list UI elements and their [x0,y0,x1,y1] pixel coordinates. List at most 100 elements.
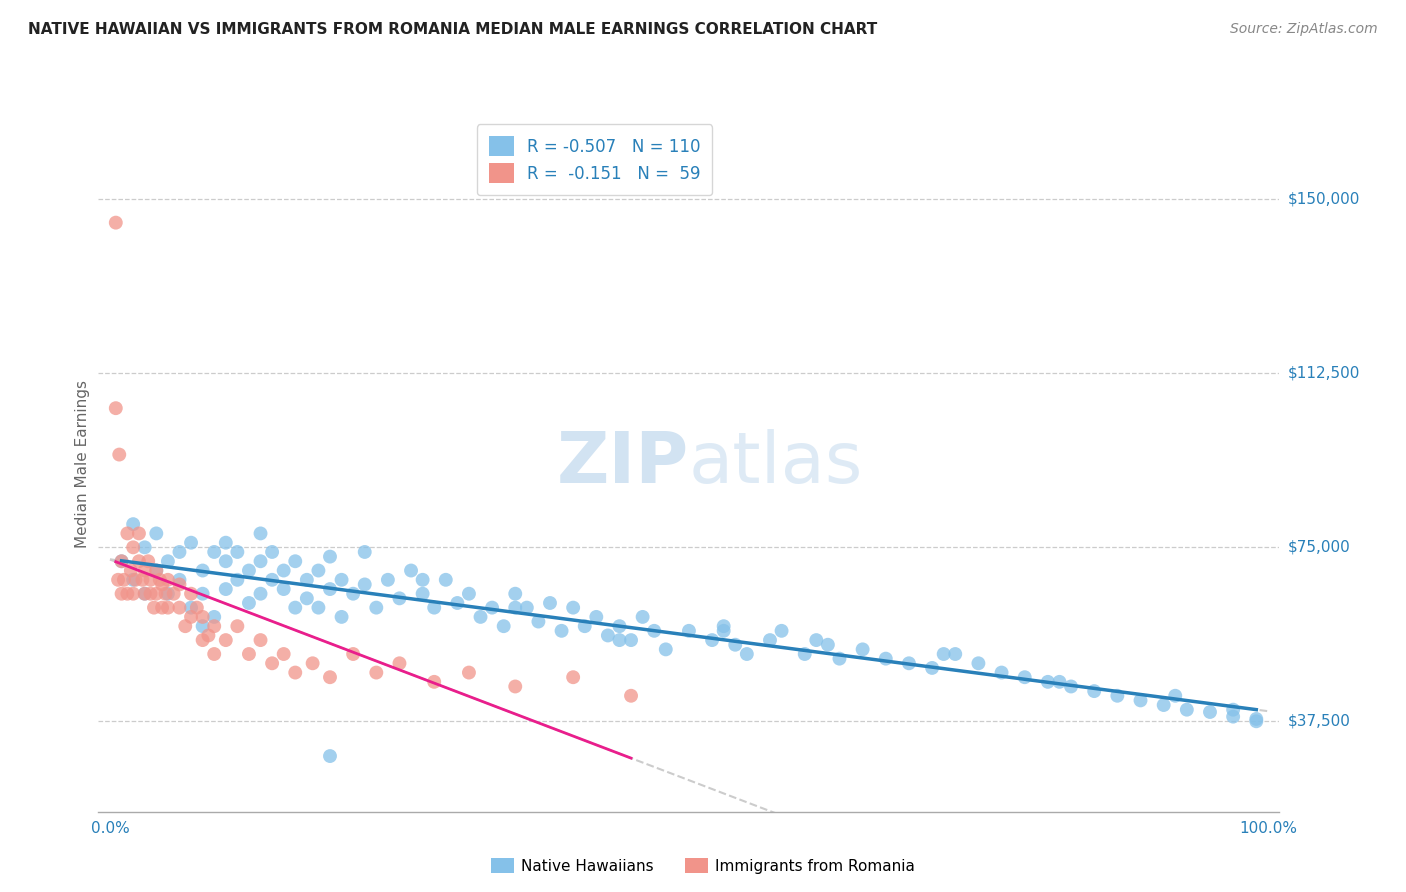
Legend: Native Hawaiians, Immigrants from Romania: Native Hawaiians, Immigrants from Romani… [485,852,921,880]
Legend: R = -0.507   N = 110, R =  -0.151   N =  59: R = -0.507 N = 110, R = -0.151 N = 59 [477,124,711,195]
Point [620,689,643,703]
Point [134,541,156,555]
Point [943,647,966,661]
Point [1164,689,1187,703]
Point [249,587,271,601]
Text: $112,500: $112,500 [1288,366,1360,381]
Point [759,633,782,648]
Point [609,633,631,648]
Point [169,545,191,559]
Point [319,670,342,684]
Point [1246,714,1268,729]
Point [156,600,179,615]
Point [284,600,307,615]
Point [678,624,700,638]
Point [1175,703,1198,717]
Point [163,587,186,601]
Point [596,628,619,642]
Point [149,573,172,587]
Point [550,624,572,638]
Point [262,657,284,671]
Text: atlas: atlas [689,429,863,499]
Point [793,647,815,661]
Point [330,610,353,624]
Point [412,587,434,601]
Point [585,610,607,624]
Point [1129,693,1152,707]
Point [122,541,145,555]
Point [458,665,481,680]
Point [481,600,503,615]
Point [1246,712,1268,726]
Point [128,526,150,541]
Point [117,526,139,541]
Point [145,564,167,578]
Point [124,573,146,587]
Point [875,651,897,665]
Point [262,573,284,587]
Point [735,647,758,661]
Point [1222,709,1244,723]
Point [319,549,342,564]
Point [828,651,851,665]
Point [273,564,295,578]
Text: ZIP: ZIP [557,429,689,499]
Point [620,633,643,648]
Point [134,587,156,601]
Point [191,587,214,601]
Point [104,216,127,230]
Point [713,619,735,633]
Text: $150,000: $150,000 [1288,192,1360,207]
Point [1199,705,1222,719]
Point [284,554,307,568]
Point [134,587,156,601]
Point [353,545,375,559]
Point [1049,674,1071,689]
Point [319,582,342,596]
Point [226,619,249,633]
Point [342,647,364,661]
Point [574,619,596,633]
Point [108,448,131,462]
Point [139,573,162,587]
Point [423,674,446,689]
Point [156,573,179,587]
Point [770,624,793,638]
Point [307,564,329,578]
Point [134,564,156,578]
Point [273,647,295,661]
Point [120,564,142,578]
Point [307,600,329,615]
Point [110,554,132,568]
Point [1014,670,1036,684]
Point [107,573,129,587]
Point [238,596,260,610]
Point [174,619,197,633]
Point [1036,674,1059,689]
Point [180,587,202,601]
Point [145,564,167,578]
Point [215,554,238,568]
Point [249,554,271,568]
Point [990,665,1012,680]
Point [366,600,388,615]
Point [503,600,526,615]
Point [249,633,271,648]
Point [191,619,214,633]
Point [122,517,145,532]
Point [301,657,323,671]
Point [191,633,214,648]
Point [458,587,481,601]
Point [503,587,526,601]
Point [262,545,284,559]
Text: $75,000: $75,000 [1288,540,1351,555]
Point [377,573,399,587]
Point [226,573,249,587]
Point [342,587,364,601]
Point [202,545,225,559]
Point [446,596,468,610]
Point [215,582,238,596]
Point [399,564,422,578]
Point [643,624,665,638]
Point [191,564,214,578]
